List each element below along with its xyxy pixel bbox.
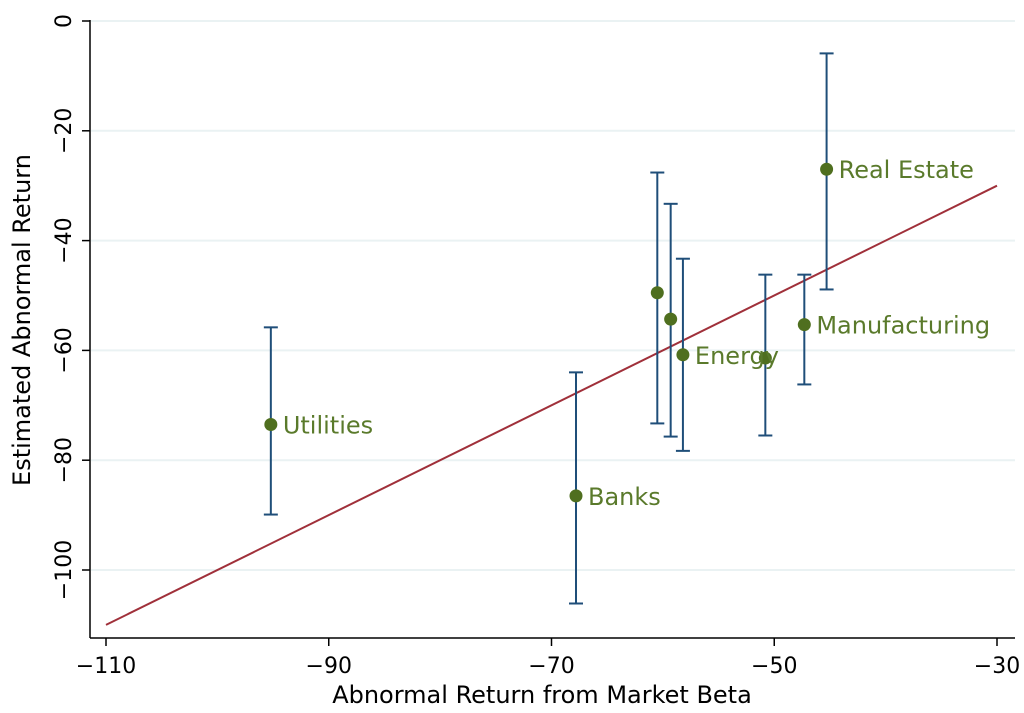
y-tick-label: −80 [52, 437, 77, 483]
data-point [650, 286, 664, 300]
error-bar-layer [263, 52, 834, 605]
y-tick-label: −100 [52, 540, 77, 600]
point-layer [264, 162, 834, 503]
y-axis-title: Estimated Abnormal Return [8, 154, 36, 486]
axes-layer [89, 20, 1015, 639]
data-point [758, 351, 772, 365]
y-tick-label: −20 [52, 108, 77, 154]
x-tick-label: −110 [76, 654, 136, 679]
x-tick-label: −70 [528, 654, 574, 679]
y-tick-label: 0 [52, 14, 77, 28]
data-point [664, 312, 678, 326]
tick-layer: 0 −20 −40 −60 −80 −100 −110 −90 −70 −50 −30 [52, 14, 1020, 679]
data-point [264, 418, 278, 432]
point-label: Manufacturing [816, 312, 990, 340]
data-point [676, 348, 690, 362]
data-point [820, 162, 834, 176]
reference-line [105, 184, 998, 626]
data-point [797, 318, 811, 332]
point-label: Banks [588, 483, 661, 511]
x-tick-label: −50 [751, 654, 797, 679]
data-point [569, 489, 583, 503]
x-axis-title: Abnormal Return from Market Beta [332, 681, 752, 709]
y-tick-label: −60 [52, 327, 77, 373]
point-label-layer: Utilities Banks Energy Manufacturing Real Es… [283, 156, 990, 511]
point-label: Energy [695, 342, 779, 370]
grid-layer [91, 20, 1015, 571]
point-label: Utilities [283, 412, 373, 440]
reference-line-layer [105, 184, 998, 626]
x-tick-label: −30 [974, 654, 1020, 679]
point-label: Real Estate [839, 156, 974, 184]
y-tick-label: −40 [52, 217, 77, 263]
x-tick-label: −90 [306, 654, 352, 679]
